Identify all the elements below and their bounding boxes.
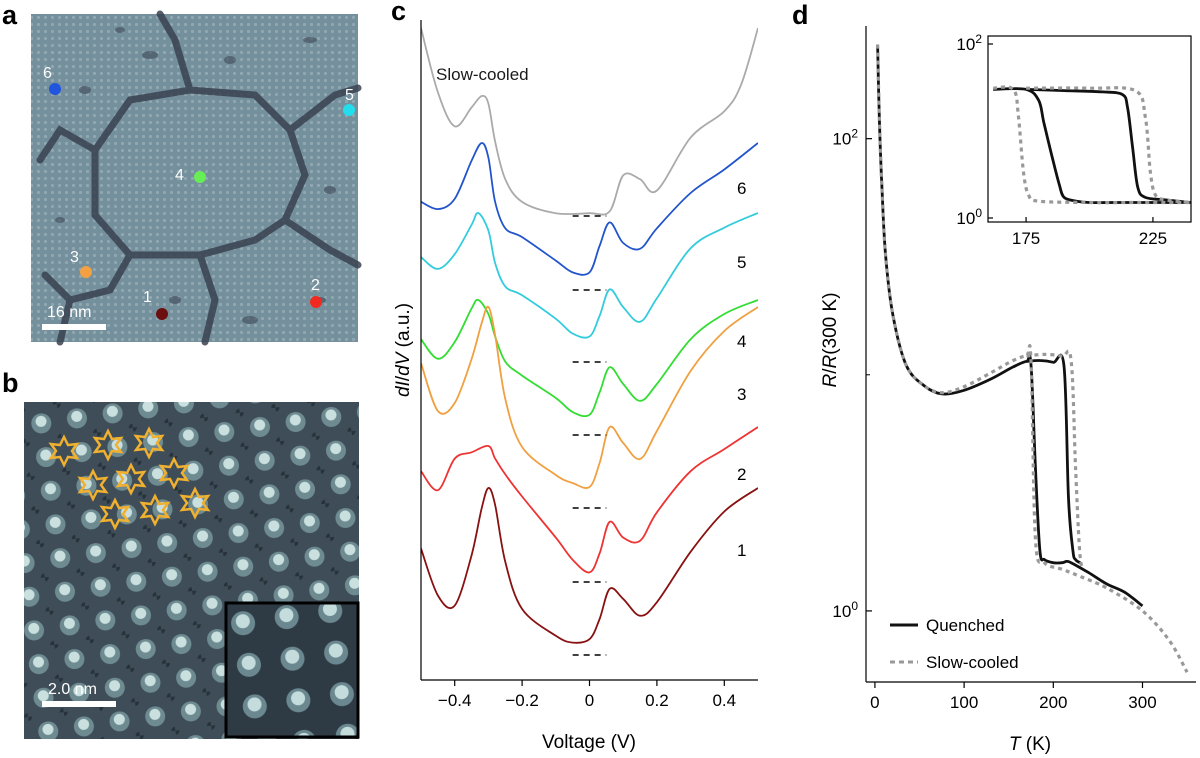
inset-curve-slow-cooled xyxy=(993,85,1191,205)
spot-label-6: 6 xyxy=(43,65,52,82)
inset-y-tick-label: 102 xyxy=(956,32,982,54)
d-x-tick-label: 300 xyxy=(1128,693,1156,712)
c-x-tick-label: −0.4 xyxy=(438,691,472,710)
d-y-axis-label: R/R(300 K) xyxy=(820,292,841,387)
d-x-axis-label: T (K) xyxy=(1009,734,1051,755)
c-curve-slow-cooled xyxy=(421,27,758,216)
c-curve-4 xyxy=(421,298,758,418)
spot-label-4: 4 xyxy=(175,167,184,184)
c-label-5: 5 xyxy=(737,253,746,272)
inset-x-tick-label: 175 xyxy=(1012,229,1040,248)
spot-marker-3 xyxy=(80,266,92,278)
spot-label-5: 5 xyxy=(345,87,354,104)
spot-marker-2 xyxy=(310,296,322,308)
scale-bar-label-b: 2.0 nm xyxy=(48,681,97,698)
c-label-slow-cooled: Slow-cooled xyxy=(436,65,529,84)
c-x-tick-label: −0.2 xyxy=(505,691,539,710)
spot-marker-5 xyxy=(343,104,355,116)
d-x-tick-label: 0 xyxy=(870,693,879,712)
d-curve-slow-cooled xyxy=(876,44,1189,673)
d-inset: 175 225 100 102 xyxy=(956,32,1192,248)
legend-slow-cooled: Slow-cooled xyxy=(926,653,1019,672)
c-y-axis-label: dI/dV (a.u.) xyxy=(393,303,414,397)
legend-quenched: Quenched xyxy=(926,616,1004,635)
d-x-tick-label: 100 xyxy=(950,693,978,712)
scale-bar-a xyxy=(42,324,106,330)
inset-zoom-b xyxy=(224,601,360,739)
c-label-3: 3 xyxy=(737,385,746,404)
c-label-6: 6 xyxy=(737,179,746,198)
chart-d: 0 100 200 300 100 102 T (K) R/R(300 K) Quenc… xyxy=(820,26,1196,755)
scale-bar-label-a: 16 nm xyxy=(47,304,91,321)
inset-x-tick-label: 225 xyxy=(1139,229,1167,248)
c-x-tick-label: 0.4 xyxy=(712,691,736,710)
c-curve-2 xyxy=(421,426,758,574)
d-curve-slow-cooled-cooling-branch- xyxy=(1026,349,1086,569)
panel-letter-d: d xyxy=(792,0,809,30)
inset-y-tick-label: 100 xyxy=(956,206,982,228)
spot-marker-4 xyxy=(194,171,206,183)
spot-label-1: 1 xyxy=(143,289,152,306)
d-legend: Quenched Slow-cooled xyxy=(890,616,1019,672)
c-label-1: 1 xyxy=(737,541,746,560)
scale-bar-b xyxy=(42,701,116,707)
d-y-tick-label: 102 xyxy=(832,127,858,149)
star-of-david-markers xyxy=(48,426,211,531)
c-curve-5 xyxy=(421,212,758,339)
c-x-tick-label: 0 xyxy=(585,691,594,710)
panel-letter-c: c xyxy=(391,0,406,26)
c-x-tick-label: 0.2 xyxy=(645,691,669,710)
spot-label-2: 2 xyxy=(311,277,320,294)
spot-marker-6 xyxy=(49,83,61,95)
c-label-2: 2 xyxy=(737,465,746,484)
c-curve-3 xyxy=(421,305,758,489)
panel-letter-a: a xyxy=(2,0,18,30)
stm-image-a: 6 5 4 3 2 1 16 nm xyxy=(31,10,362,346)
d-y-tick-label: 100 xyxy=(832,599,858,621)
spot-marker-1 xyxy=(156,308,168,320)
inset-curve-quenched-cooling-branch- xyxy=(1026,88,1191,204)
panel-letter-b: b xyxy=(2,368,19,398)
inset-curve-slow-cooled-cooling-branch- xyxy=(1026,86,1191,205)
d-x-tick-label: 200 xyxy=(1039,693,1067,712)
stm-image-b: 2.0 nm xyxy=(24,402,360,739)
c-x-axis-label: Voltage (V) xyxy=(542,732,636,753)
spot-label-3: 3 xyxy=(70,249,79,266)
c-label-4: 4 xyxy=(737,332,746,351)
chart-c: −0.4 −0.2 0 0.2 0.4 Voltage (V) dI/dV (a.u.)… xyxy=(393,20,758,753)
c-curve-1 xyxy=(421,487,758,644)
c-curve-6 xyxy=(421,142,758,276)
d-curve-quenched-cooling-branch- xyxy=(1026,353,1081,564)
